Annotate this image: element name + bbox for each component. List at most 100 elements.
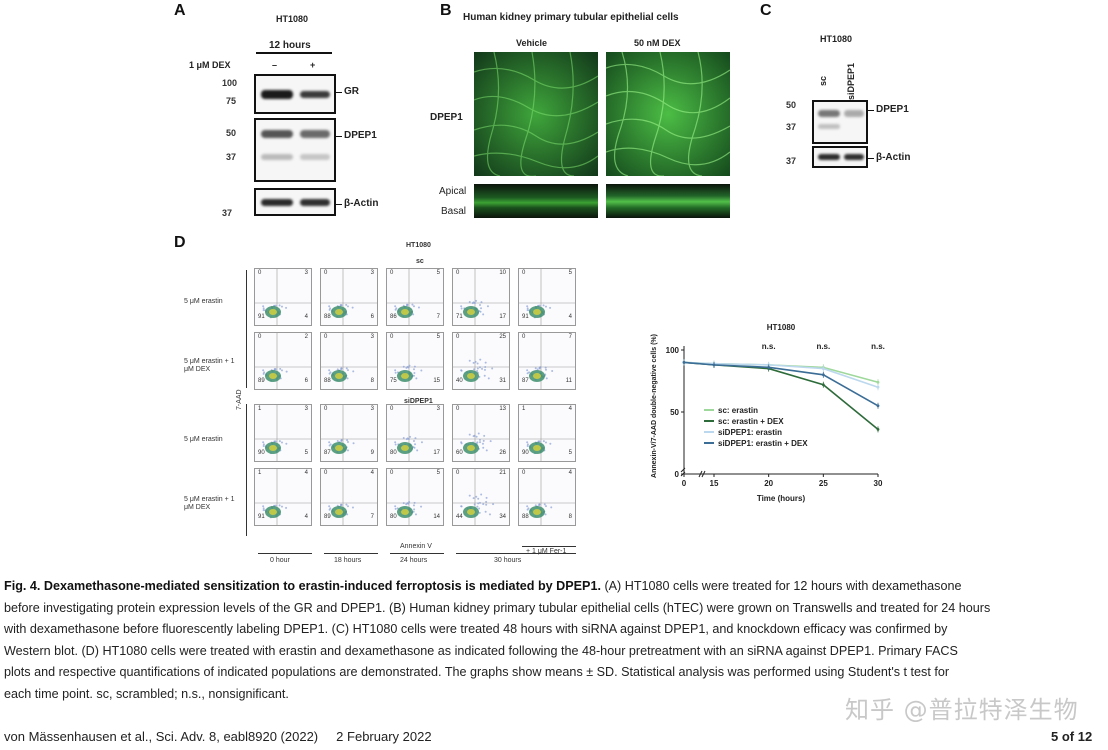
quadrant-value: 5: [304, 450, 308, 456]
facs-event-dot: [472, 361, 475, 364]
facs-event-dot: [476, 505, 479, 508]
significance-label: n.s.: [762, 342, 776, 351]
c-mw-37a: 37: [786, 122, 797, 132]
facs-event-dot: [405, 503, 408, 506]
facs-event-dot: [406, 365, 409, 368]
micrograph-dex: [606, 52, 730, 176]
quadrant-value: 6: [304, 378, 308, 384]
facs-event-dot: [526, 445, 529, 448]
facs-event-dot: [351, 306, 354, 309]
facs-event-dot: [487, 377, 490, 380]
facs-plot: 0 5 86 7: [386, 268, 444, 326]
facs-plot-svg: [519, 333, 575, 389]
quadrant-value: 0: [456, 470, 460, 476]
facs-event-dot: [542, 440, 545, 443]
quadrant-value: 91: [258, 314, 265, 320]
facs-event-dot: [549, 306, 552, 309]
quadrant-value: 3: [370, 406, 374, 412]
quadrant-value: 0: [390, 270, 394, 276]
facs-plot-svg: [321, 469, 377, 525]
quadrant-value: 88: [522, 514, 529, 520]
caption-line-3: with dexamethasone before fluorescently …: [4, 622, 948, 636]
tick-dpep1-c: [868, 110, 874, 111]
facs-event-dot: [406, 303, 409, 306]
quadrant-value: 0: [456, 270, 460, 276]
facs-event-dot: [414, 437, 417, 440]
facs-event-dot: [483, 374, 486, 377]
facs-plot-svg: [453, 269, 509, 325]
panel-b-col-dex: 50 nM DEX: [634, 38, 681, 48]
facs-plot: 0 7 87 11: [518, 332, 576, 390]
label-dpep1-a: DPEP1: [344, 130, 377, 141]
facs-event-dot: [415, 377, 418, 380]
quadrant-value: 88: [324, 378, 331, 384]
line-chart-svg: 0 15 20 25 30 0 50 100 HT1080 Time (hours) Annexin…: [651, 323, 885, 503]
row-label-4: 5 μM erastin + 1 μM DEX: [184, 496, 235, 511]
quadrant-value: 8: [370, 378, 374, 384]
facs-event-dot: [491, 367, 494, 370]
facs-event-dot: [262, 505, 265, 508]
facs-event-dot: [478, 507, 481, 510]
facs-plot-svg: [255, 469, 311, 525]
facs-event-dot: [394, 369, 397, 372]
quadrant-value: 3: [304, 270, 308, 276]
facs-event-dot: [351, 506, 354, 509]
quadrant-value: 17: [433, 450, 440, 456]
caption-line-6: each time point. sc, scrambled; n.s., no…: [4, 686, 289, 701]
y-tick-label: 100: [666, 346, 680, 355]
quadrant-value: 0: [324, 270, 328, 276]
facs-x-axis: Annexin V: [400, 543, 432, 550]
facs-event-dot: [329, 307, 332, 310]
facs-event-dot: [526, 505, 529, 508]
quadrant-value: 6: [370, 314, 374, 320]
quadrant-value: 5: [436, 334, 440, 340]
panel-a-lane-minus: –: [272, 60, 278, 70]
facs-event-dot: [273, 368, 276, 371]
quadrant-value: 34: [499, 514, 506, 520]
y-tick-label: 50: [670, 408, 679, 417]
quadrant-value: 4: [568, 470, 572, 476]
facs-event-dot: [285, 506, 288, 509]
label-apical: Apical: [439, 186, 467, 197]
facs-event-dot: [394, 441, 397, 444]
data-point: [682, 361, 686, 364]
facs-plot: 0 21 44 34: [452, 468, 510, 526]
legend-label: sc: erastin + DEX: [718, 417, 784, 426]
facs-event-dot: [485, 449, 488, 452]
time-label-3: 30 hours: [494, 557, 522, 564]
quadrant-value: 0: [324, 470, 328, 476]
facs-event-dot: [394, 308, 397, 311]
facs-event-dot: [544, 366, 547, 369]
y-axis-break: [680, 467, 686, 477]
quadrant-value: 0: [390, 470, 394, 476]
facs-event-dot: [526, 305, 529, 308]
section-vehicle: [474, 184, 598, 218]
chart-xlabel: Time (hours): [757, 494, 806, 503]
quadrant-value: 0: [522, 270, 526, 276]
facs-event-dot: [412, 305, 415, 308]
facs-event-dot: [345, 303, 348, 306]
facs-plot-svg: [453, 333, 509, 389]
mw-37a: 37: [226, 152, 237, 162]
footer-citation: von Mässenhausen et al., Sci. Adv. 8, ea…: [4, 729, 432, 744]
facs-event-dot: [394, 371, 397, 374]
facs-event-dot: [482, 439, 485, 442]
quadrant-value: 89: [258, 378, 265, 384]
quadrant-value: 26: [499, 450, 506, 456]
bracket-sc: [246, 270, 247, 388]
significance-label: n.s.: [871, 342, 885, 351]
facs-event-dot: [528, 371, 531, 374]
quadrant-value: 5: [436, 470, 440, 476]
panel-b-col-vehicle: Vehicle: [516, 38, 548, 48]
facs-event-dot: [414, 513, 417, 516]
facs-plot: 0 3 88 6: [320, 268, 378, 326]
facs-event-dot: [412, 440, 415, 443]
facs-event-dot: [477, 502, 480, 505]
footer-page: 5 of 12: [1051, 729, 1093, 744]
facs-event-dot: [280, 441, 283, 444]
facs-event-dot: [412, 313, 415, 316]
quadrant-value: 90: [258, 450, 265, 456]
time-bar-2: [390, 553, 444, 554]
facs-event-dot: [402, 365, 405, 368]
micrograph-vehicle: [474, 52, 598, 176]
